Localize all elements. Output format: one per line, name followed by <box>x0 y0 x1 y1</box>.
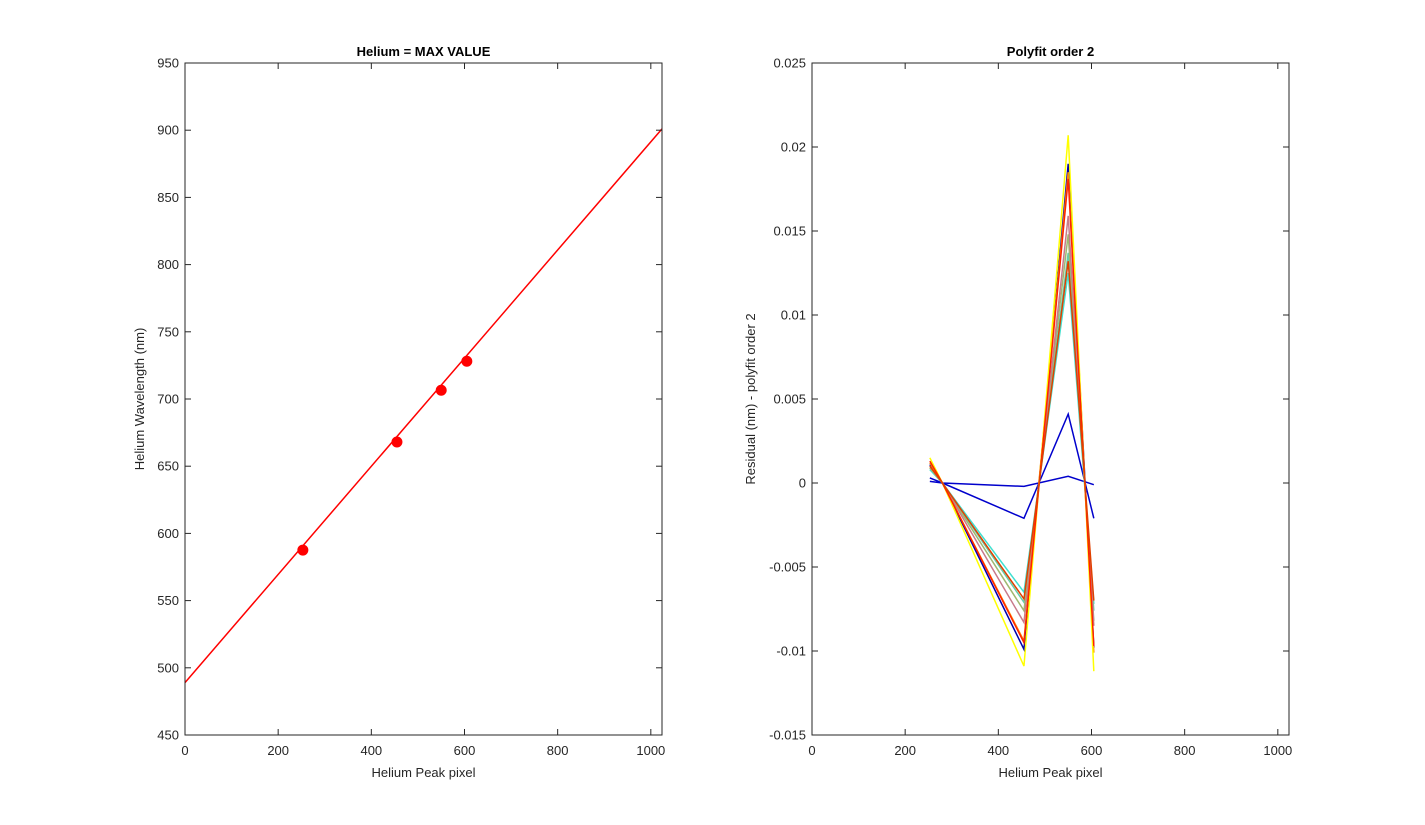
x-tick-label: 600 <box>454 743 476 758</box>
axes-box <box>811 62 1290 736</box>
y-tick-label: 0.025 <box>773 56 806 71</box>
chart-ticks: 0 200 400 600 800 1000 -0.015 -0.01 -0.005 0 0.005… <box>769 56 1292 759</box>
y-tick-label: 800 <box>157 257 179 272</box>
x-axis-label: Helium Peak pixel <box>371 765 475 780</box>
series-line-s2 <box>929 411 1095 520</box>
x-axis-label: Helium Peak pixel <box>998 765 1102 780</box>
x-tick-label: 200 <box>267 743 289 758</box>
y-tick-label: 0.01 <box>781 308 806 323</box>
x-tick-label: 0 <box>808 743 815 758</box>
x-tick-label: 200 <box>894 743 916 758</box>
y-tick-label: 600 <box>157 526 179 541</box>
data-point-peaks <box>297 544 309 556</box>
x-tick-label: 400 <box>360 743 382 758</box>
y-tick-label: 0 <box>799 476 806 491</box>
x-tick-label: 800 <box>1174 743 1196 758</box>
y-tick-label: 900 <box>157 123 179 138</box>
y-tick-label: 0.02 <box>781 140 806 155</box>
y-tick-label: 750 <box>157 324 179 339</box>
chart-marks <box>929 135 1095 672</box>
x-tick-label: 400 <box>987 743 1009 758</box>
y-tick-label: 850 <box>157 190 179 205</box>
chart-ticks: 0 200 400 600 800 1000 450 500 550 600 650 700 750 80… <box>157 56 665 759</box>
y-tick-label: 0.015 <box>773 224 806 239</box>
series-line-fit <box>184 128 663 684</box>
y-tick-label: 550 <box>157 593 179 608</box>
x-tick-label: 1000 <box>1263 743 1292 758</box>
y-axis-label: Helium Wavelength (nm) <box>132 328 147 471</box>
data-point-peaks <box>391 436 403 448</box>
chart-wavelength: 0 200 400 600 800 1000 450 500 550 600 650 700 750 80… <box>132 44 665 780</box>
y-tick-label: 950 <box>157 56 179 71</box>
chart-title: Helium = MAX VALUE <box>357 44 491 59</box>
series-line-s10 <box>929 178 1095 647</box>
axes-box <box>184 62 663 736</box>
y-tick-label: -0.005 <box>769 560 806 575</box>
chart-marks <box>184 128 663 684</box>
y-tick-label: 650 <box>157 459 179 474</box>
y-tick-label: 450 <box>157 728 179 743</box>
x-tick-label: 600 <box>1081 743 1103 758</box>
series-line-s1 <box>929 475 1095 488</box>
plot-area <box>185 63 662 735</box>
y-tick-label: -0.015 <box>769 728 806 743</box>
chart-title: Polyfit order 2 <box>1007 44 1094 59</box>
data-point-peaks <box>461 355 473 367</box>
y-tick-label: 700 <box>157 392 179 407</box>
data-point-peaks <box>435 384 447 396</box>
x-tick-label: 0 <box>181 743 188 758</box>
chart-residual: 0 200 400 600 800 1000 -0.015 -0.01 -0.005 0 0.005… <box>743 44 1292 780</box>
y-tick-label: 500 <box>157 660 179 675</box>
x-tick-label: 800 <box>547 743 569 758</box>
y-tick-label: -0.01 <box>776 644 806 659</box>
series-line-s11 <box>929 261 1095 601</box>
y-tick-label: 0.005 <box>773 392 806 407</box>
y-axis-label: Residual (nm) - polyfit order 2 <box>743 313 758 484</box>
x-tick-label: 1000 <box>636 743 665 758</box>
